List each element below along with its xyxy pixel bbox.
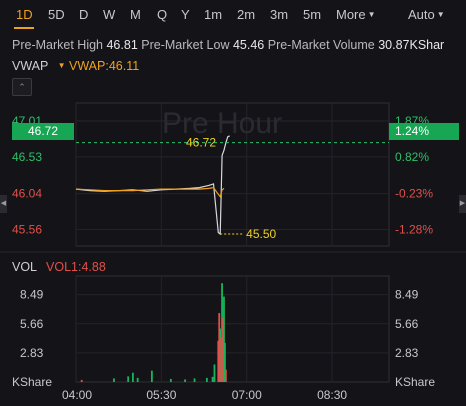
- vwap-indicator-header[interactable]: VWAP ▼ VWAP:46.11: [12, 59, 139, 73]
- volume-label: Pre-Market Volume: [267, 38, 375, 52]
- tab-q[interactable]: Q: [157, 7, 168, 22]
- auto-dropdown[interactable]: Auto ▼: [408, 7, 445, 22]
- volume-tick-label: 8.49: [20, 288, 44, 302]
- vwap-value: ▼ VWAP:46.11: [58, 59, 140, 73]
- auto-label: Auto: [408, 7, 435, 22]
- volume-tick-label-right: 8.49: [395, 288, 419, 302]
- volume-bar: [127, 376, 130, 382]
- vwap-value-text: VWAP:46.11: [69, 59, 140, 73]
- percent-tick-label: 0.82%: [395, 150, 429, 164]
- volume-pane-border: [75, 275, 390, 383]
- scroll-left-icon[interactable]: ◀: [0, 195, 7, 213]
- price-tick-label: 46.53: [12, 150, 42, 164]
- vwap-label: VWAP: [12, 59, 49, 73]
- percent-tick-label: -0.23%: [395, 187, 433, 201]
- volume-bar: [217, 340, 220, 382]
- current-price-annotation: 46.72: [186, 136, 216, 150]
- price-series: [75, 135, 230, 236]
- watermark: Pre Hour: [162, 107, 282, 140]
- volume-unit-label: KShare: [12, 375, 52, 389]
- volume-unit-label-right: KShare: [395, 375, 435, 389]
- tab-1m[interactable]: 1m: [204, 7, 223, 22]
- volume-bars: [80, 283, 227, 382]
- premarket-stats: Pre-Market High 46.81 Pre-Market Low 45.…: [12, 38, 444, 52]
- volume-bar: [222, 318, 224, 382]
- volume-bar: [221, 283, 223, 382]
- tab-1d[interactable]: 1D: [16, 7, 33, 22]
- timeframe-bar: 1D 5D D W M Q Y 1m 2m 3m 5m More ▼ Auto ▼: [0, 0, 466, 30]
- volume-bar: [132, 372, 134, 382]
- caret-down-icon: ▼: [57, 61, 66, 70]
- high-value: 46.81: [106, 38, 138, 52]
- caret-down-icon: ▼: [367, 10, 376, 19]
- active-tab-indicator: [14, 27, 34, 29]
- time-tick-label: 08:30: [317, 388, 347, 402]
- volume-tick-label: 5.66: [20, 317, 44, 331]
- volume-bar: [213, 364, 216, 382]
- caret-down-icon: ▼: [436, 10, 445, 19]
- volume-bar: [220, 337, 223, 382]
- volume-bar: [219, 328, 222, 382]
- price-axis: 47.01 1.87%46.53 0.82%46.04 -0.23%45.56 -1.2…: [12, 114, 435, 389]
- tab-y[interactable]: Y: [181, 7, 190, 22]
- more-label: More: [336, 7, 366, 22]
- annotations: 46.72 45.50: [76, 136, 389, 241]
- current-change-tag: 1.24%: [389, 123, 459, 140]
- tab-3m[interactable]: 3m: [270, 7, 289, 22]
- volume-bar: [150, 370, 153, 382]
- volume-bar: [193, 378, 196, 382]
- vwap-line: [75, 186, 225, 198]
- volume-bar: [224, 342, 226, 382]
- volume-bar: [224, 369, 227, 382]
- tab-m[interactable]: M: [130, 7, 141, 22]
- volume-bar: [184, 379, 186, 382]
- tab-5m[interactable]: 5m: [303, 7, 322, 22]
- volume-bar: [205, 377, 208, 382]
- vol-label: VOL: [12, 260, 37, 274]
- scroll-right-icon[interactable]: ▶: [459, 195, 466, 213]
- collapse-icon[interactable]: ⌃: [12, 78, 32, 96]
- volume-bar: [218, 313, 221, 382]
- tab-w[interactable]: W: [103, 7, 116, 22]
- current-price-tag: 46.72: [12, 123, 74, 140]
- low-label: Pre-Market Low: [141, 38, 230, 52]
- time-tick-label: 04:00: [62, 388, 92, 402]
- volume-bar: [113, 378, 115, 382]
- time-tick-label: 05:30: [146, 388, 176, 402]
- price-tick-label: 45.56: [12, 223, 42, 237]
- grid: [0, 102, 466, 383]
- time-axis: 04:00 05:30 07:00 08:30: [62, 388, 347, 402]
- time-tick-label: 07:00: [232, 388, 262, 402]
- tab-5d[interactable]: 5D: [48, 7, 65, 22]
- volume-bar: [169, 378, 172, 382]
- percent-tick-label: -1.28%: [395, 223, 433, 237]
- volume-value: 30.87KShar: [378, 38, 445, 52]
- volume-tick-label-right: 2.83: [395, 346, 419, 360]
- volume-bar: [80, 379, 83, 382]
- low-value: 45.46: [232, 38, 265, 52]
- price-line: [75, 135, 230, 236]
- volume-tick-label: 2.83: [20, 346, 44, 360]
- more-dropdown[interactable]: More ▼: [336, 7, 376, 22]
- tab-d[interactable]: D: [79, 7, 89, 22]
- price-tick-label: 46.04: [12, 187, 42, 201]
- volume-bar: [223, 296, 225, 382]
- vol-value: VOL1:4.88: [46, 260, 106, 274]
- high-label: Pre-Market High: [12, 38, 103, 52]
- volume-indicator-header[interactable]: VOL VOL1:4.88: [12, 260, 106, 274]
- low-marker-label: 45.50: [246, 227, 276, 241]
- volume-bar: [211, 376, 214, 382]
- volume-bar: [136, 377, 139, 382]
- tab-2m[interactable]: 2m: [237, 7, 256, 22]
- volume-tick-label-right: 5.66: [395, 317, 419, 331]
